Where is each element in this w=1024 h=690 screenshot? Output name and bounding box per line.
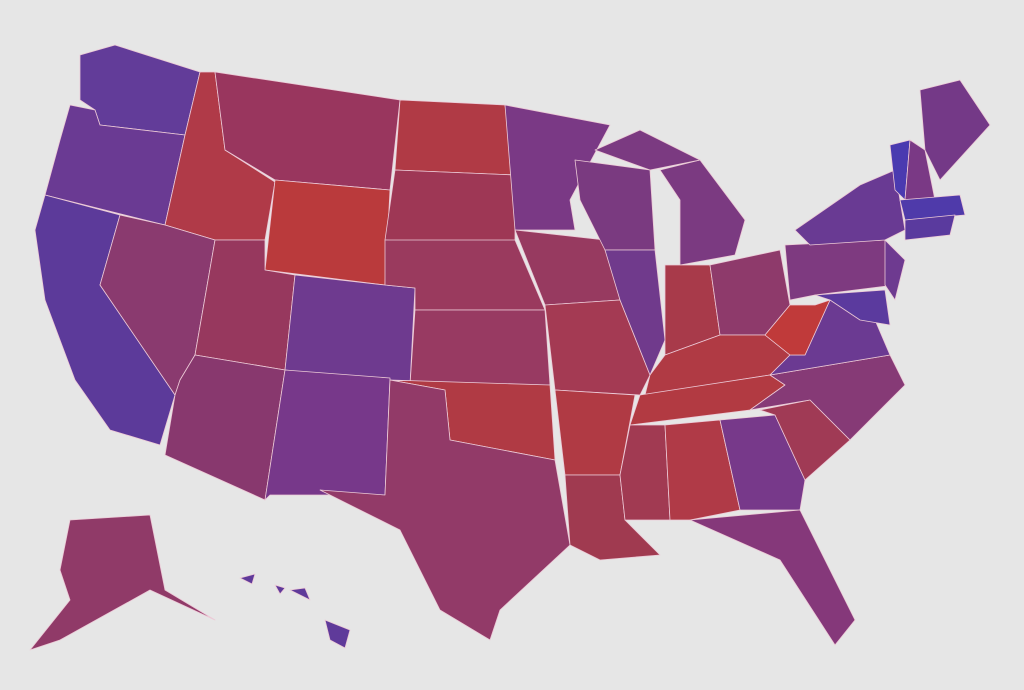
state-shape [814,289,891,326]
state [904,214,956,241]
state [604,249,666,376]
state-shape [719,414,806,511]
state-shape [384,169,516,251]
state-shape [409,309,551,386]
state-shape [899,194,966,221]
state [239,573,351,649]
state [689,509,856,646]
state [384,169,516,251]
state [544,299,651,396]
state-shape [919,79,991,181]
state [29,514,216,651]
state-shape [44,104,186,226]
state [664,419,741,521]
state-shape [749,354,906,441]
state [619,424,671,521]
state [594,129,746,266]
state [899,194,966,221]
state-shape [544,299,651,396]
state-shape [619,424,671,521]
state-shape [884,239,906,301]
state-shape [504,104,611,231]
state-shape [274,584,286,595]
state-shape [604,249,666,376]
state-shape [394,99,516,176]
state-shape [319,379,571,641]
state [884,239,906,301]
state [749,354,906,441]
state [719,414,806,511]
state-shape [904,214,956,241]
state-shape [284,274,416,386]
state-shape [29,514,216,651]
state-shape [689,509,856,646]
state [814,289,891,326]
state [409,309,551,386]
state-shape [264,179,391,286]
state [919,79,991,181]
state [264,369,391,501]
state [264,179,391,286]
state-shape [239,573,256,585]
state [44,104,186,226]
state-shape [324,619,351,649]
state [394,99,516,176]
state-shape [594,129,701,171]
state-shape [289,587,311,601]
state-shape [664,419,741,521]
state [319,379,571,641]
state [284,274,416,386]
state [504,104,611,231]
state-shape [264,369,391,501]
